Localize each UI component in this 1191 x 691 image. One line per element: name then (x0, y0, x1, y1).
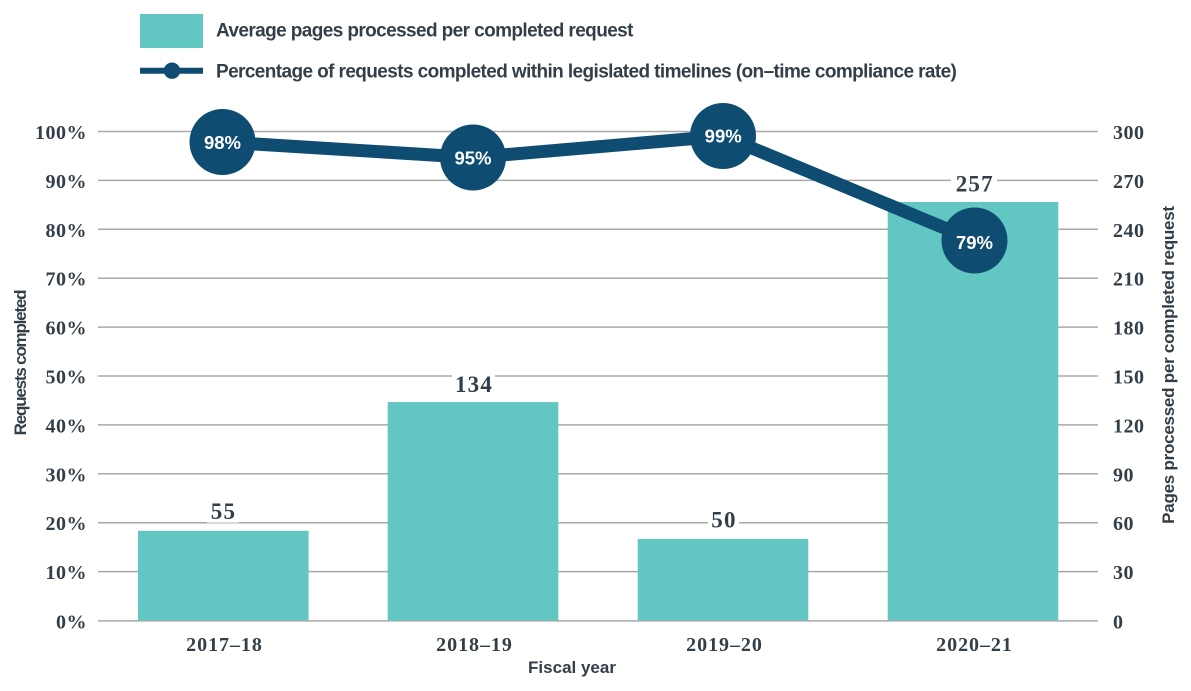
svg-text:257: 257 (956, 171, 994, 196)
svg-text:2019–20: 2019–20 (686, 634, 763, 656)
svg-text:210: 210 (1113, 269, 1145, 291)
svg-text:Requests completed: Requests completed (11, 290, 30, 435)
svg-text:100%: 100% (35, 122, 87, 144)
svg-text:2017–18: 2017–18 (186, 634, 263, 656)
svg-text:30: 30 (1113, 562, 1134, 584)
svg-text:0%: 0% (56, 611, 87, 633)
svg-text:120: 120 (1113, 415, 1145, 437)
svg-text:2020–21: 2020–21 (936, 634, 1013, 656)
svg-text:95%: 95% (454, 148, 491, 169)
svg-text:79%: 79% (956, 232, 993, 253)
svg-text:70%: 70% (46, 269, 88, 291)
svg-text:80%: 80% (46, 220, 88, 242)
svg-text:10%: 10% (46, 562, 88, 584)
svg-text:30%: 30% (46, 464, 88, 486)
svg-text:98%: 98% (204, 132, 241, 153)
svg-text:60%: 60% (46, 318, 88, 340)
svg-text:90%: 90% (46, 171, 88, 193)
svg-text:300: 300 (1113, 122, 1145, 144)
svg-text:20%: 20% (46, 513, 88, 535)
svg-text:270: 270 (1113, 171, 1145, 193)
svg-text:2018–19: 2018–19 (436, 634, 513, 656)
svg-text:99%: 99% (705, 126, 742, 147)
svg-text:180: 180 (1113, 318, 1145, 340)
svg-text:50%: 50% (46, 367, 88, 389)
svg-text:Fiscal year: Fiscal year (528, 658, 616, 677)
svg-text:Percentage of requests complet: Percentage of requests completed within … (216, 62, 957, 83)
svg-text:60: 60 (1113, 513, 1134, 535)
svg-text:55: 55 (211, 499, 236, 524)
svg-text:Pages processed per completed: Pages processed per completed request (1159, 206, 1178, 524)
svg-text:134: 134 (455, 372, 493, 397)
svg-text:0: 0 (1113, 611, 1124, 633)
svg-text:40%: 40% (46, 415, 88, 437)
svg-text:Average pages processed per co: Average pages processed per completed re… (216, 21, 634, 42)
svg-text:50: 50 (711, 508, 736, 533)
svg-text:90: 90 (1113, 464, 1134, 486)
svg-text:150: 150 (1113, 367, 1145, 389)
svg-text:240: 240 (1113, 220, 1145, 242)
